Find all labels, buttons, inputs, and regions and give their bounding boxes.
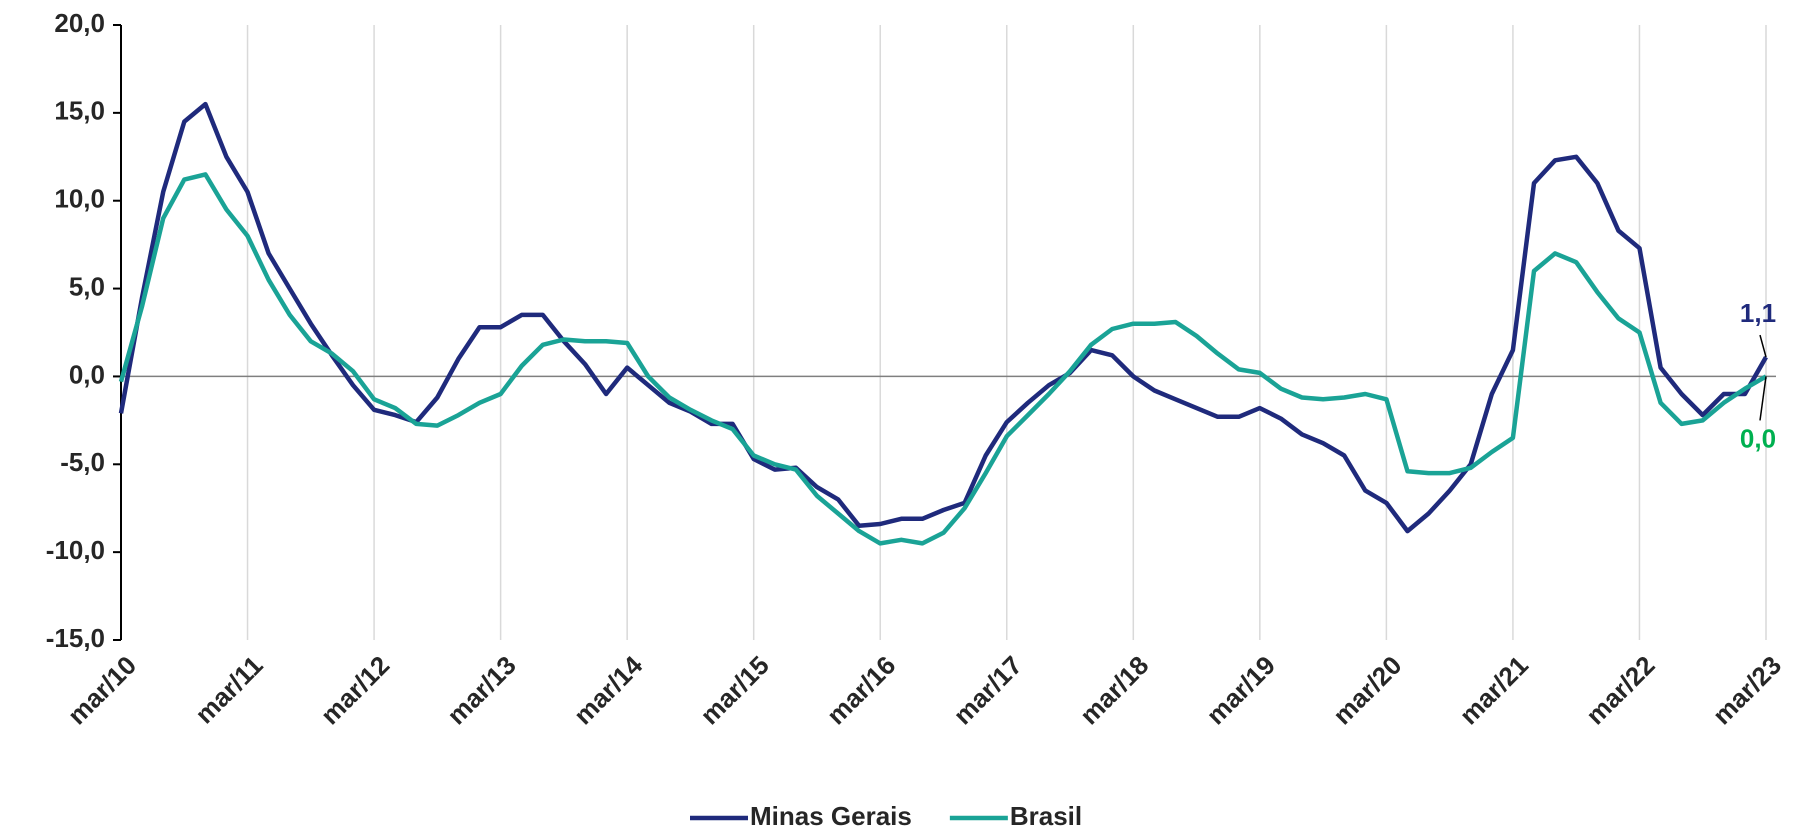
y-tick-label: -10,0 [46, 535, 105, 565]
x-tick-label: mar/17 [947, 650, 1027, 730]
x-tick-label: mar/21 [1454, 650, 1534, 730]
x-tick-label: mar/10 [62, 650, 142, 730]
series-line [118, 101, 1768, 534]
x-tick-label: mar/14 [568, 650, 649, 731]
x-tick-label: mar/18 [1074, 650, 1154, 730]
x-tick-label: mar/15 [694, 650, 774, 730]
y-tick-label: 10,0 [54, 184, 105, 214]
y-tick-label: 20,0 [54, 8, 105, 38]
x-tick-label: mar/11 [189, 650, 268, 729]
x-tick-label: mar/12 [315, 650, 395, 730]
value-label: 1,1 [1740, 298, 1776, 328]
value-label: 0,0 [1740, 423, 1776, 453]
label-leader [1759, 334, 1767, 358]
x-tick-label: mar/16 [821, 650, 901, 730]
label-leader [1759, 376, 1767, 421]
x-tick-label: mar/19 [1200, 650, 1280, 730]
legend-label: Minas Gerais [750, 801, 912, 831]
y-tick-label: 15,0 [54, 96, 105, 126]
legend-label: Brasil [1010, 801, 1082, 831]
x-tick-label: mar/13 [441, 650, 521, 730]
series-line [118, 172, 1768, 546]
y-tick-label: 5,0 [69, 271, 105, 301]
y-tick-label: 0,0 [69, 359, 105, 389]
y-tick-label: -15,0 [46, 623, 105, 653]
x-tick-label: mar/22 [1580, 650, 1660, 730]
x-tick-label: mar/20 [1327, 650, 1407, 730]
y-tick-label: -5,0 [60, 447, 105, 477]
x-tick-label: mar/23 [1707, 650, 1787, 730]
